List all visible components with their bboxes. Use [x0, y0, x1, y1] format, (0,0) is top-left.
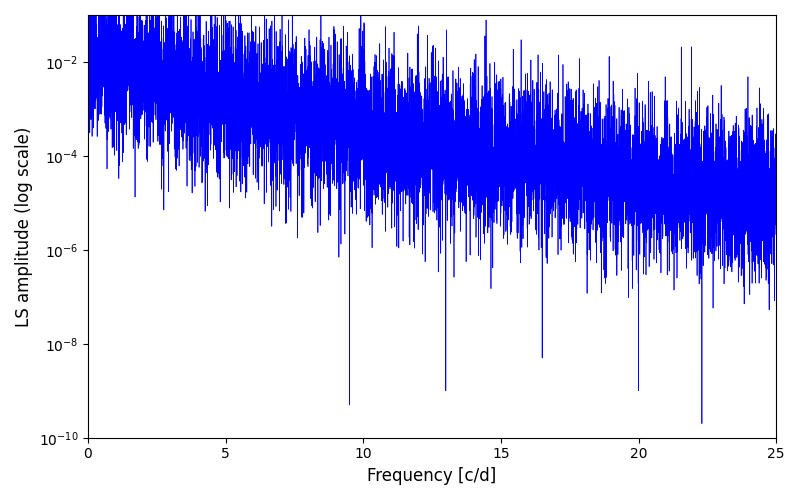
X-axis label: Frequency [c/d]: Frequency [c/d] — [367, 467, 497, 485]
Y-axis label: LS amplitude (log scale): LS amplitude (log scale) — [15, 126, 33, 326]
